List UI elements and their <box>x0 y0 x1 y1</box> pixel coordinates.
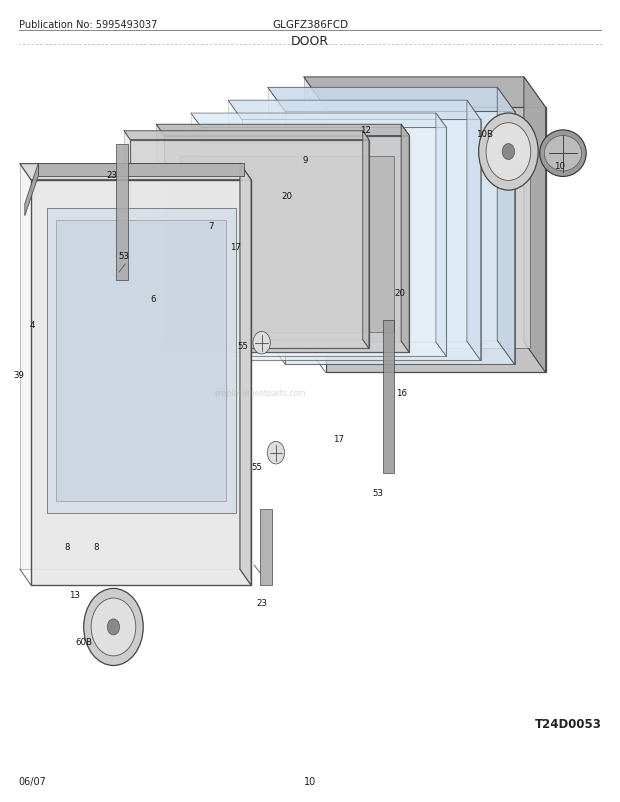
Polygon shape <box>240 164 251 585</box>
Text: 20: 20 <box>281 192 292 201</box>
Polygon shape <box>56 221 226 501</box>
Text: GLGFZ386FCD: GLGFZ386FCD <box>272 20 348 30</box>
Circle shape <box>107 619 120 635</box>
Text: 4: 4 <box>30 320 35 330</box>
Polygon shape <box>191 114 446 128</box>
Polygon shape <box>156 125 401 342</box>
Text: 17: 17 <box>333 434 344 444</box>
Circle shape <box>253 332 270 354</box>
Ellipse shape <box>539 131 587 177</box>
Polygon shape <box>436 114 446 357</box>
Text: 55: 55 <box>237 342 249 351</box>
Polygon shape <box>268 88 515 112</box>
Polygon shape <box>228 101 467 342</box>
Polygon shape <box>363 132 369 349</box>
Polygon shape <box>38 164 244 176</box>
Polygon shape <box>344 128 530 349</box>
Polygon shape <box>242 120 480 361</box>
Polygon shape <box>156 125 409 136</box>
Text: ereplacementparts.com: ereplacementparts.com <box>215 388 306 398</box>
Circle shape <box>84 589 143 666</box>
Polygon shape <box>326 108 546 373</box>
Polygon shape <box>304 78 546 108</box>
Text: 9: 9 <box>303 156 308 165</box>
Text: 06/07: 06/07 <box>19 776 46 786</box>
Polygon shape <box>130 140 369 349</box>
Polygon shape <box>180 156 394 333</box>
Polygon shape <box>31 180 251 585</box>
Text: 17: 17 <box>230 242 241 252</box>
Text: 60B: 60B <box>75 637 92 646</box>
Polygon shape <box>285 112 515 365</box>
Text: 23: 23 <box>106 170 117 180</box>
Polygon shape <box>46 209 236 513</box>
Text: 7: 7 <box>208 221 213 231</box>
Polygon shape <box>467 101 480 361</box>
Circle shape <box>267 442 285 464</box>
Text: 12: 12 <box>360 125 371 135</box>
Polygon shape <box>268 88 497 341</box>
Polygon shape <box>228 101 480 120</box>
Polygon shape <box>401 125 409 353</box>
Polygon shape <box>260 509 272 585</box>
Polygon shape <box>304 78 524 342</box>
Circle shape <box>486 124 531 181</box>
Polygon shape <box>202 128 446 357</box>
Text: 16: 16 <box>396 388 407 398</box>
Polygon shape <box>383 321 394 473</box>
Polygon shape <box>191 114 436 342</box>
Circle shape <box>502 144 515 160</box>
Text: 8: 8 <box>94 542 99 552</box>
Text: 10: 10 <box>554 161 565 171</box>
Circle shape <box>91 598 136 656</box>
Circle shape <box>479 114 538 191</box>
Text: T24D0053: T24D0053 <box>534 717 601 730</box>
Text: 53: 53 <box>373 488 384 498</box>
Text: 53: 53 <box>118 252 130 261</box>
Polygon shape <box>497 88 515 365</box>
Polygon shape <box>124 132 363 340</box>
Text: 8: 8 <box>64 542 69 552</box>
Text: 6: 6 <box>151 294 156 304</box>
Polygon shape <box>164 136 409 353</box>
Text: 39: 39 <box>13 371 24 380</box>
Polygon shape <box>25 164 38 217</box>
Text: 13: 13 <box>69 590 80 600</box>
Text: 10: 10 <box>304 776 316 786</box>
Text: DOOR: DOOR <box>291 34 329 47</box>
Text: 55: 55 <box>252 462 263 472</box>
Polygon shape <box>20 164 240 569</box>
Polygon shape <box>524 78 546 373</box>
Ellipse shape <box>544 136 582 172</box>
Text: 10B: 10B <box>476 130 494 140</box>
Text: 23: 23 <box>256 598 267 608</box>
Polygon shape <box>116 144 128 281</box>
Polygon shape <box>124 132 369 140</box>
Polygon shape <box>20 164 251 180</box>
Text: Publication No: 5995493037: Publication No: 5995493037 <box>19 20 157 30</box>
Text: 20: 20 <box>394 288 405 298</box>
